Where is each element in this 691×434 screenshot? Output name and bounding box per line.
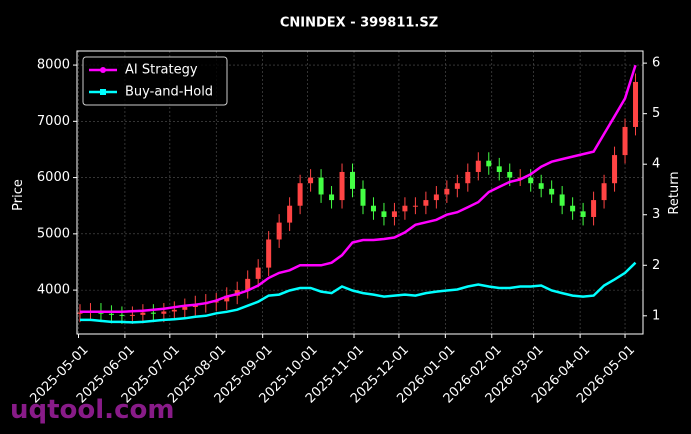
- candle-body: [538, 183, 544, 189]
- candle-body: [77, 312, 83, 314]
- candle-body: [119, 314, 125, 316]
- candle-body: [370, 205, 376, 212]
- candle-body: [633, 81, 639, 127]
- legend-label: AI Strategy: [125, 63, 198, 78]
- candle-body: [276, 222, 282, 240]
- candle-body: [161, 311, 167, 314]
- legend-box: [82, 56, 228, 106]
- legend-marker: [100, 67, 106, 73]
- y-tick-label: 5000: [37, 226, 70, 241]
- candle-body: [171, 309, 177, 312]
- candle-body: [402, 205, 408, 212]
- candle-body: [496, 166, 502, 172]
- legend-label: Buy-and-Hold: [125, 85, 213, 100]
- candle-body: [465, 171, 471, 184]
- candle-body: [444, 188, 450, 195]
- candle-body: [391, 211, 397, 217]
- y-tick-label: 6000: [37, 170, 70, 185]
- candle-body: [150, 312, 156, 314]
- candle-body: [454, 183, 460, 189]
- candle-body: [224, 295, 230, 302]
- y-axis-label: Price: [11, 179, 26, 211]
- y2-tick-label: 2: [652, 258, 660, 273]
- candle-body: [412, 205, 418, 207]
- candle-body: [360, 188, 366, 206]
- line-series: [80, 261, 637, 324]
- candle-body: [475, 160, 481, 172]
- y-tick-label: 7000: [37, 114, 70, 129]
- candle-body: [140, 312, 146, 315]
- y2-tick-label: 3: [652, 207, 660, 222]
- candle-body: [591, 200, 597, 217]
- y-tick-label: 8000: [37, 58, 70, 73]
- line-series: [80, 64, 637, 314]
- candle-body: [129, 314, 135, 316]
- candle-body: [580, 211, 586, 217]
- candle-body: [329, 194, 335, 201]
- candle-body: [108, 313, 114, 315]
- y2-axis-label: Return: [667, 171, 682, 214]
- candle-body: [308, 177, 314, 184]
- candle-body: [549, 188, 555, 195]
- candle-body: [255, 267, 261, 279]
- candle-body: [559, 194, 565, 206]
- legend-marker: [100, 89, 106, 95]
- candle-body: [318, 177, 324, 195]
- chart-title: CNINDEX - 399811.SZ: [280, 16, 438, 31]
- candle-body: [350, 171, 356, 189]
- candle-body: [507, 171, 513, 178]
- candle-body: [433, 194, 439, 201]
- y2-tick-label: 4: [652, 157, 660, 172]
- candle-body: [297, 183, 303, 206]
- candle-body: [601, 183, 607, 201]
- candle-body: [381, 211, 387, 217]
- candle-body: [622, 126, 628, 156]
- candle-body: [245, 278, 251, 291]
- y2-tick-label: 1: [652, 308, 660, 323]
- candle-body: [182, 306, 188, 310]
- candle-body: [339, 171, 345, 201]
- candle-body: [612, 155, 618, 184]
- candle-body: [266, 239, 272, 268]
- candle-body: [287, 205, 293, 223]
- candle-body: [570, 205, 576, 212]
- candle-body: [528, 177, 534, 184]
- watermark: uqtool.com: [10, 395, 174, 425]
- plot-frame: [76, 50, 644, 335]
- candle-body: [213, 301, 219, 303]
- candle-body: [423, 200, 429, 206]
- y2-tick-label: 6: [652, 56, 660, 71]
- y2-tick-label: 5: [652, 106, 660, 121]
- y-tick-label: 4000: [37, 283, 70, 298]
- candle-body: [486, 160, 492, 167]
